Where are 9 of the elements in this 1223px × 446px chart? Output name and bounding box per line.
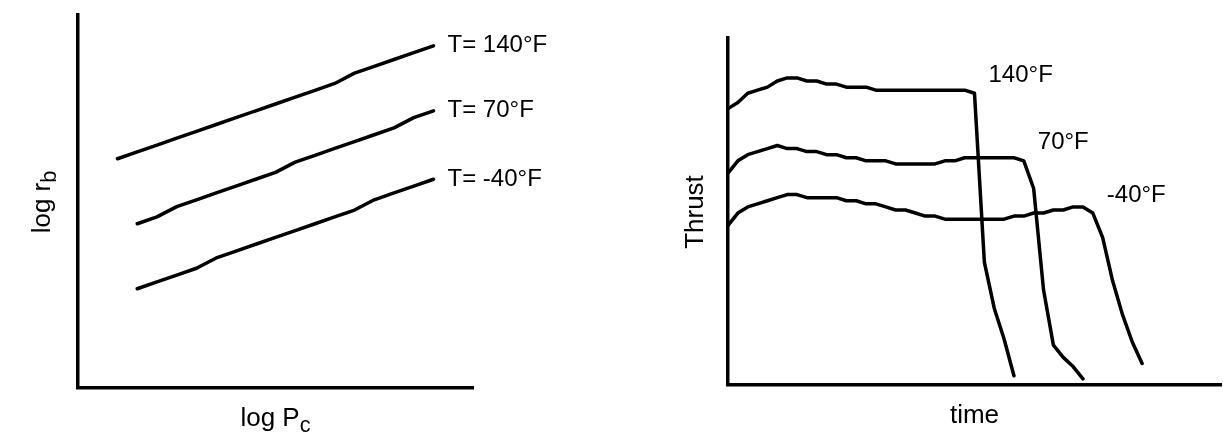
series-label: T= 70°F [447, 95, 534, 123]
y-axis-title: Thrust [678, 174, 710, 249]
series-label: 70°F [1037, 127, 1089, 155]
series-label: T= -40°F [447, 163, 542, 191]
x-axis-title: time [949, 399, 1000, 430]
series-label: -40°F [1106, 179, 1166, 207]
x-axis-title: log P$_{c}$ [240, 402, 311, 439]
series-label: T= 140°F [447, 30, 548, 58]
series-label: 140°F [988, 59, 1053, 87]
